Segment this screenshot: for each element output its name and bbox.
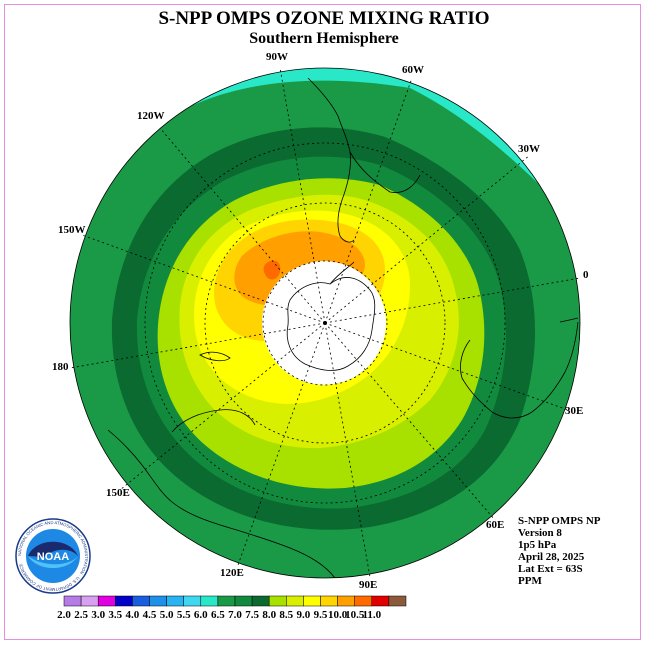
colorbar-swatch bbox=[132, 595, 150, 607]
colorbar-tick-label: 7.0 bbox=[228, 609, 242, 621]
colorbar-swatch bbox=[354, 595, 373, 607]
info-units: PPM bbox=[518, 575, 542, 587]
lon-label-0: 0 bbox=[583, 269, 589, 281]
noaa-logo-text: NOAA bbox=[37, 551, 69, 563]
map-boundary bbox=[69, 67, 581, 579]
lon-label-180: 180 bbox=[52, 361, 69, 373]
colorbar-tick-label: 2.0 bbox=[57, 609, 71, 621]
colorbar-tick-label: 4.0 bbox=[126, 609, 140, 621]
colorbar-tick-label: 8.0 bbox=[262, 609, 276, 621]
colorbar-swatch bbox=[286, 595, 304, 607]
lon-label-30e: 30E bbox=[565, 405, 583, 417]
colorbar-swatch bbox=[388, 595, 407, 607]
colorbar-tick-label: 8.5 bbox=[279, 609, 293, 621]
colorbar-swatch bbox=[234, 595, 253, 607]
colorbar-swatch bbox=[183, 595, 202, 607]
info-instrument: S-NPP OMPS NP bbox=[518, 515, 601, 527]
colorbar-swatch bbox=[217, 595, 236, 607]
colorbar-swatch bbox=[115, 595, 133, 607]
noaa-seal: NOAA NATIONAL OCEANIC AND ATMOSPHERIC AD… bbox=[15, 518, 91, 594]
colorbar-swatch bbox=[303, 595, 321, 607]
colorbar-swatch bbox=[337, 595, 355, 607]
lon-label-120w: 120W bbox=[137, 110, 165, 122]
colorbar-tick-label: 7.5 bbox=[245, 609, 259, 621]
south-pole-marker bbox=[323, 321, 327, 325]
colorbar-tick-label: 10.5 bbox=[345, 609, 365, 621]
colorbar-tick-label: 9.0 bbox=[297, 609, 311, 621]
colorbar-tick-label: 9.5 bbox=[314, 609, 328, 621]
colorbar-tick-label: 5.5 bbox=[177, 609, 191, 621]
colorbar-swatch bbox=[63, 595, 82, 607]
lon-label-150w: 150W bbox=[58, 224, 86, 236]
lon-label-90e: 90E bbox=[359, 579, 377, 591]
map-title: S-NPP OMPS OZONE MIXING RATIO bbox=[158, 8, 490, 29]
lon-label-150e: 150E bbox=[106, 487, 130, 499]
colorbar-swatch bbox=[80, 595, 99, 607]
colorbar-tick-label: 6.5 bbox=[211, 609, 225, 621]
colorbar-tick-label: 3.5 bbox=[108, 609, 122, 621]
colorbar-swatch bbox=[268, 595, 287, 607]
colorbar-swatch bbox=[251, 595, 270, 607]
colorbar-tick-label: 4.5 bbox=[143, 609, 157, 621]
map-subtitle: Southern Hemisphere bbox=[249, 30, 399, 47]
lon-label-120e: 120E bbox=[220, 567, 244, 579]
longitude-labels: 90W 60W 30W 0 30E 60E 90E 120E 150E 180 … bbox=[52, 51, 589, 591]
colorbar: 2.0 2.5 3.0 3.5 4.0 4.5 5.0 5.5 6.0 6.5 7.0 7.5 8.0 8… bbox=[57, 595, 407, 621]
colorbar-tick-label: 10.0 bbox=[328, 609, 348, 621]
colorbar-swatch bbox=[320, 595, 338, 607]
noaa-logo: NOAA NATIONAL OCEANIC AND ATMOSPHERIC AD… bbox=[14, 517, 92, 595]
lon-label-30w: 30W bbox=[518, 143, 540, 155]
lon-label-60w: 60W bbox=[402, 64, 424, 76]
map-info-panel: S-NPP OMPS NP Version 8 1p5 hPa April 28… bbox=[518, 515, 601, 587]
graticule bbox=[69, 67, 581, 578]
colorbar-tick-label: 11.0 bbox=[362, 609, 381, 621]
figure-frame bbox=[4, 4, 641, 640]
colorbar-swatch bbox=[97, 595, 116, 607]
info-lat-extent: Lat Ext = 63S bbox=[518, 563, 583, 575]
colorbar-tick-label: 6.0 bbox=[194, 609, 208, 621]
colorbar-swatch bbox=[200, 595, 219, 607]
lon-label-60e: 60E bbox=[486, 519, 504, 531]
colorbar-swatch bbox=[371, 595, 390, 607]
colorbar-swatch bbox=[149, 595, 167, 607]
colorbar-tick-label: 5.0 bbox=[160, 609, 174, 621]
colorbar-tick-label: 3.0 bbox=[91, 609, 105, 621]
colorbar-tick-label: 2.5 bbox=[74, 609, 88, 621]
colorbar-swatch bbox=[166, 595, 184, 607]
info-level: 1p5 hPa bbox=[518, 539, 557, 551]
lon-label-90w: 90W bbox=[266, 51, 288, 63]
info-date: April 28, 2025 bbox=[518, 551, 585, 563]
info-version: Version 8 bbox=[518, 527, 562, 539]
